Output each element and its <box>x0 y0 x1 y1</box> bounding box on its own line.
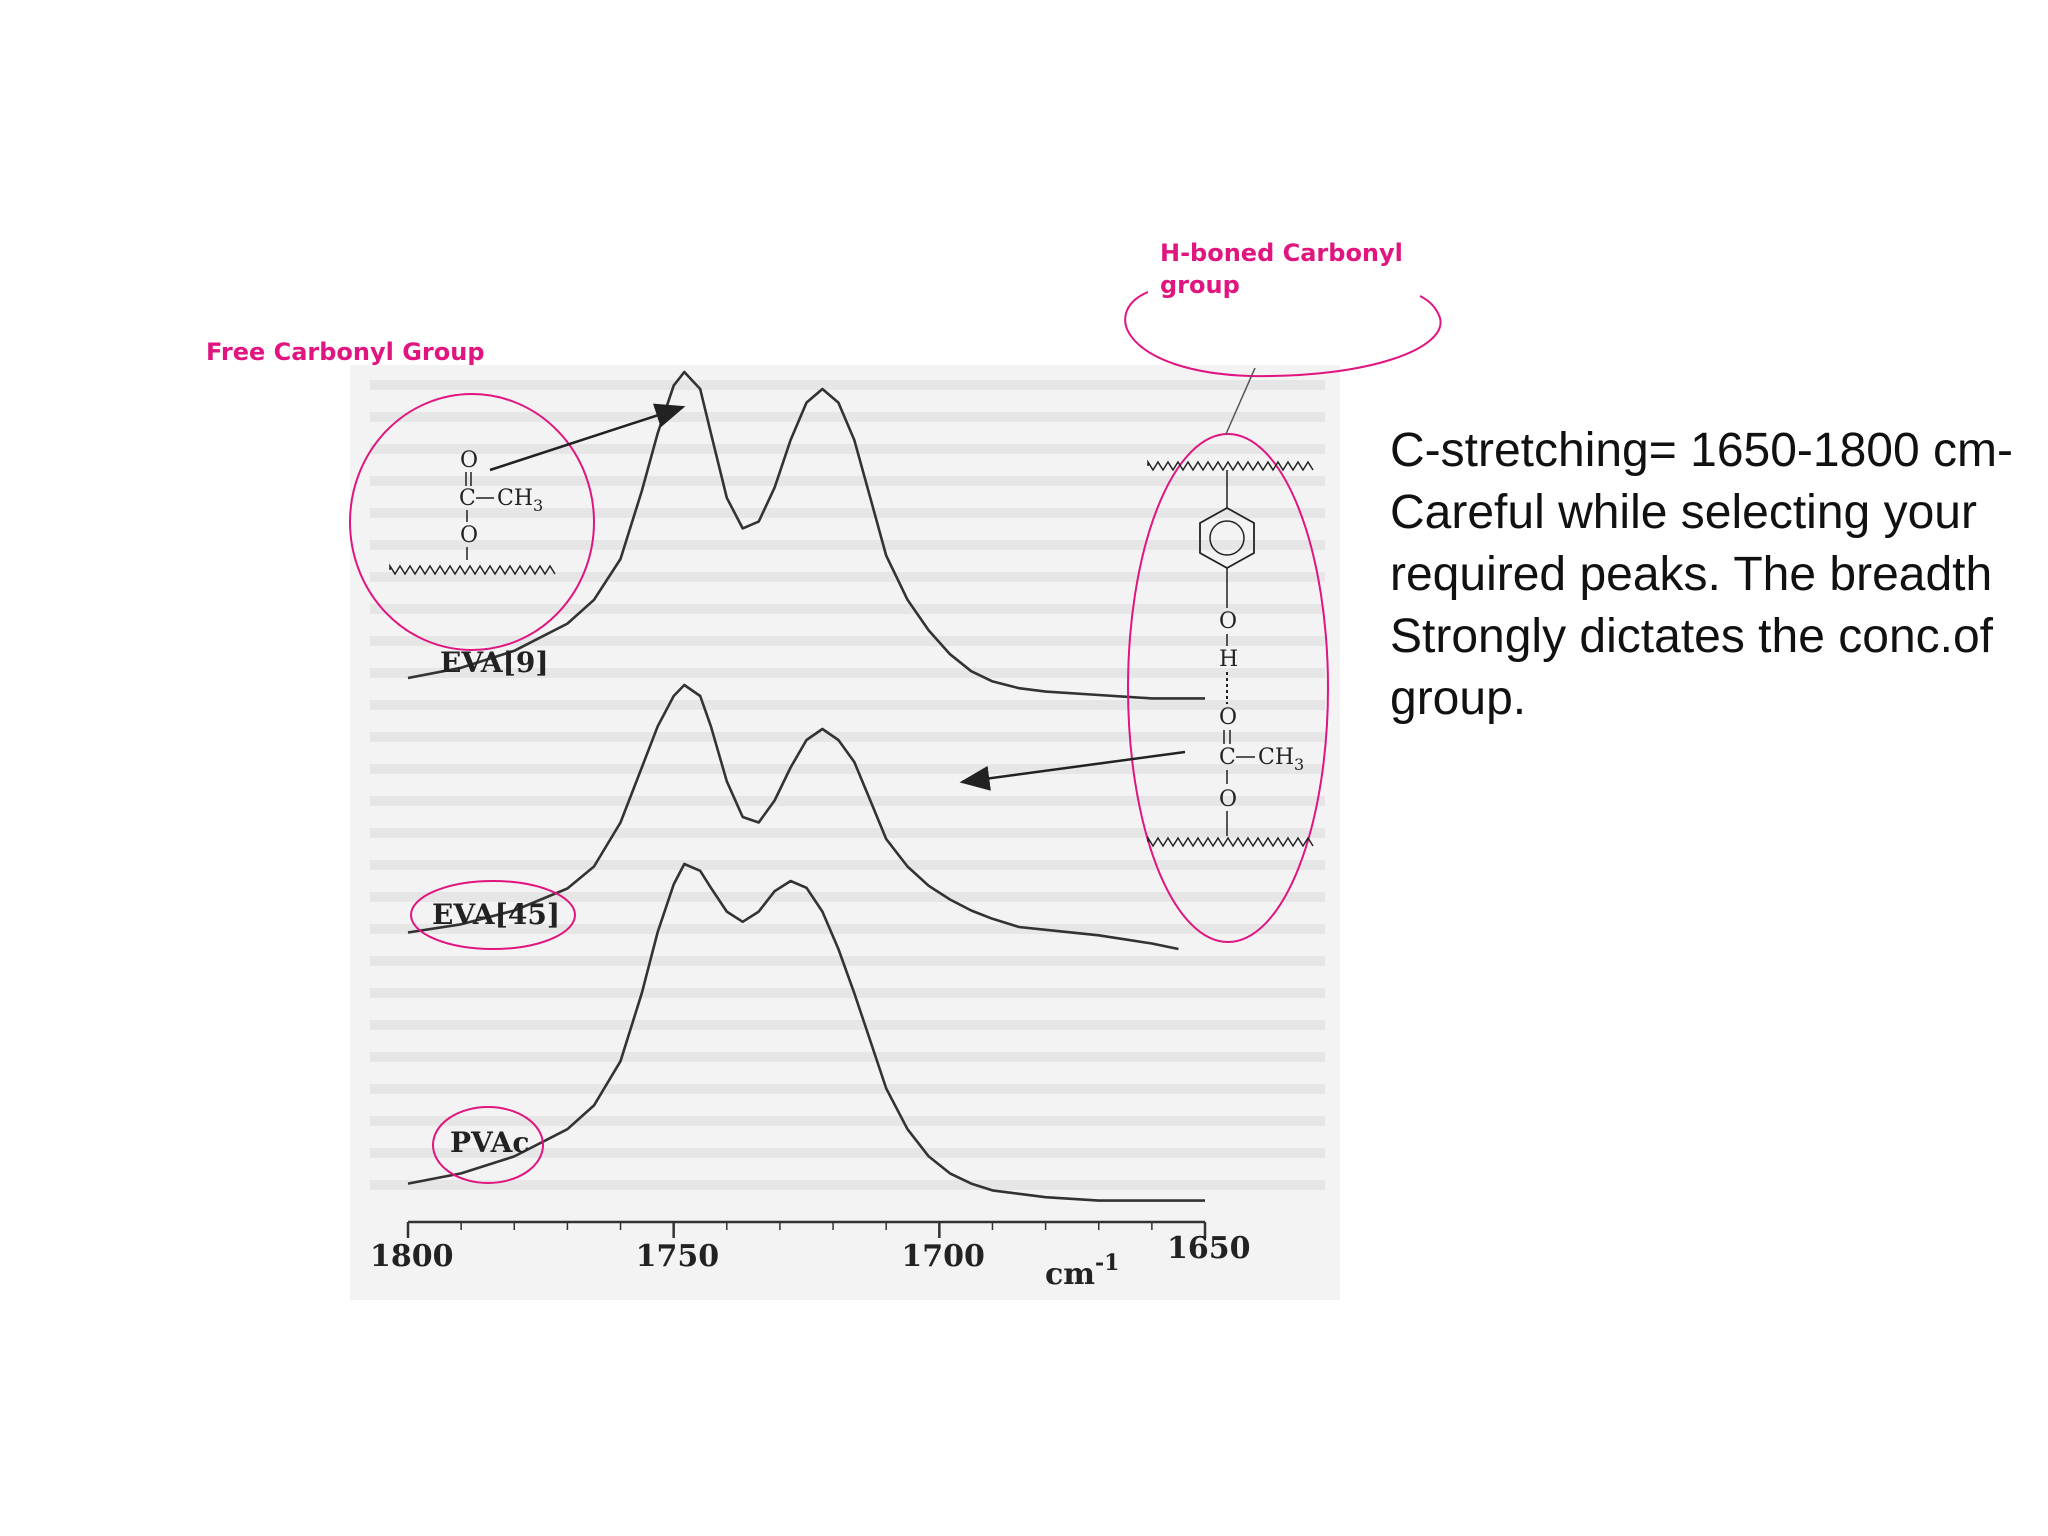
svg-text:O: O <box>460 523 478 548</box>
notes-line-3: required peaks. The breadth <box>1390 548 1993 601</box>
scan-text-line <box>370 796 1325 806</box>
x-tick-label: 1800 <box>370 1239 454 1274</box>
series-label-eva45: EVA[45] <box>432 898 560 931</box>
hbond-carbonyl-annotation: H-boned Carbonyl group <box>1160 237 1403 301</box>
scan-text-line <box>370 732 1325 742</box>
svg-text:O: O <box>1219 787 1237 812</box>
free-carbonyl-label: Free Carbonyl Group <box>206 338 485 366</box>
scan-text-line <box>370 1148 1325 1158</box>
notes-line-2: Careful while selecting your <box>1390 486 1977 539</box>
notes-line-4: Strongly dictates the conc.of <box>1390 610 1993 663</box>
svg-text:H: H <box>1219 647 1238 672</box>
svg-text:C: C <box>459 486 476 511</box>
scan-text-line <box>370 1052 1325 1062</box>
scan-text-line <box>370 860 1325 870</box>
hbond-carbonyl-arrow <box>959 750 1186 791</box>
faint-scanned-text <box>370 380 1325 1190</box>
free-carbonyl-ellipse <box>349 393 595 651</box>
scan-text-line <box>370 380 1325 390</box>
series-layer <box>407 370 1205 1202</box>
notes-line-5: group. <box>1390 672 1527 725</box>
svg-text:O: O <box>1219 609 1237 634</box>
scan-text-line <box>370 636 1325 646</box>
scan-text-line <box>370 444 1325 454</box>
hbond-callout-connector <box>1225 367 1256 435</box>
hbond-structure-ellipse <box>1127 433 1329 943</box>
scan-text-line <box>370 988 1325 998</box>
hbond-callout-ellipse <box>1124 291 1442 378</box>
x-tick-label: 1650 <box>1167 1231 1251 1266</box>
scan-text-line <box>370 412 1325 422</box>
scan-text-line <box>370 956 1325 966</box>
scan-text-line <box>370 508 1325 518</box>
scan-text-line <box>370 764 1325 774</box>
scan-text-line <box>370 700 1325 710</box>
x-tick-label: 1700 <box>901 1239 985 1274</box>
notes-line-1: C-stretching= 1650-1800 cm- <box>1390 424 2013 477</box>
scan-text-line <box>370 1084 1325 1094</box>
series-line-pvac <box>407 862 1205 1202</box>
free-carbonyl-annotation: Free Carbonyl Group <box>206 336 485 368</box>
series-label-pvac: PVAc <box>450 1126 529 1159</box>
scan-text-line <box>370 924 1325 934</box>
x-tick-label: 1750 <box>636 1239 720 1274</box>
eva45-label-ellipse <box>410 880 576 950</box>
pvac-label-ellipse <box>432 1106 544 1184</box>
scan-text-line <box>370 476 1325 486</box>
scan-text-line <box>370 1020 1325 1030</box>
scan-text-line <box>370 604 1325 614</box>
scan-text-line <box>370 828 1325 838</box>
series-line-eva9 <box>407 370 1205 700</box>
svg-text:O: O <box>460 448 478 473</box>
scan-text-line <box>370 540 1325 550</box>
series-label-eva9: EVA[9] <box>440 646 549 679</box>
x-axis-ticks: 1800 1750 1700 1650 <box>370 1222 1251 1274</box>
hbonded-structure: O H O C CH3 O <box>1147 459 1314 848</box>
free-carbonyl-arrow <box>489 403 686 472</box>
scan-text-line <box>370 1116 1325 1126</box>
notes-text: C-stretching= 1650-1800 cm- Careful whil… <box>1390 420 2048 730</box>
series-line-eva45 <box>407 683 1179 951</box>
scan-text-line <box>370 572 1325 582</box>
scan-text-line <box>370 668 1325 678</box>
svg-text:O: O <box>1219 705 1237 730</box>
scan-text-line <box>370 1180 1325 1190</box>
hbond-label-line-1: H-boned Carbonyl <box>1160 239 1403 267</box>
scan-text-line <box>370 892 1325 902</box>
svg-text:C: C <box>1219 745 1236 770</box>
hbond-label-line-2: group <box>1160 271 1240 299</box>
free-carbonyl-structure: O C CH3 O <box>389 448 556 576</box>
